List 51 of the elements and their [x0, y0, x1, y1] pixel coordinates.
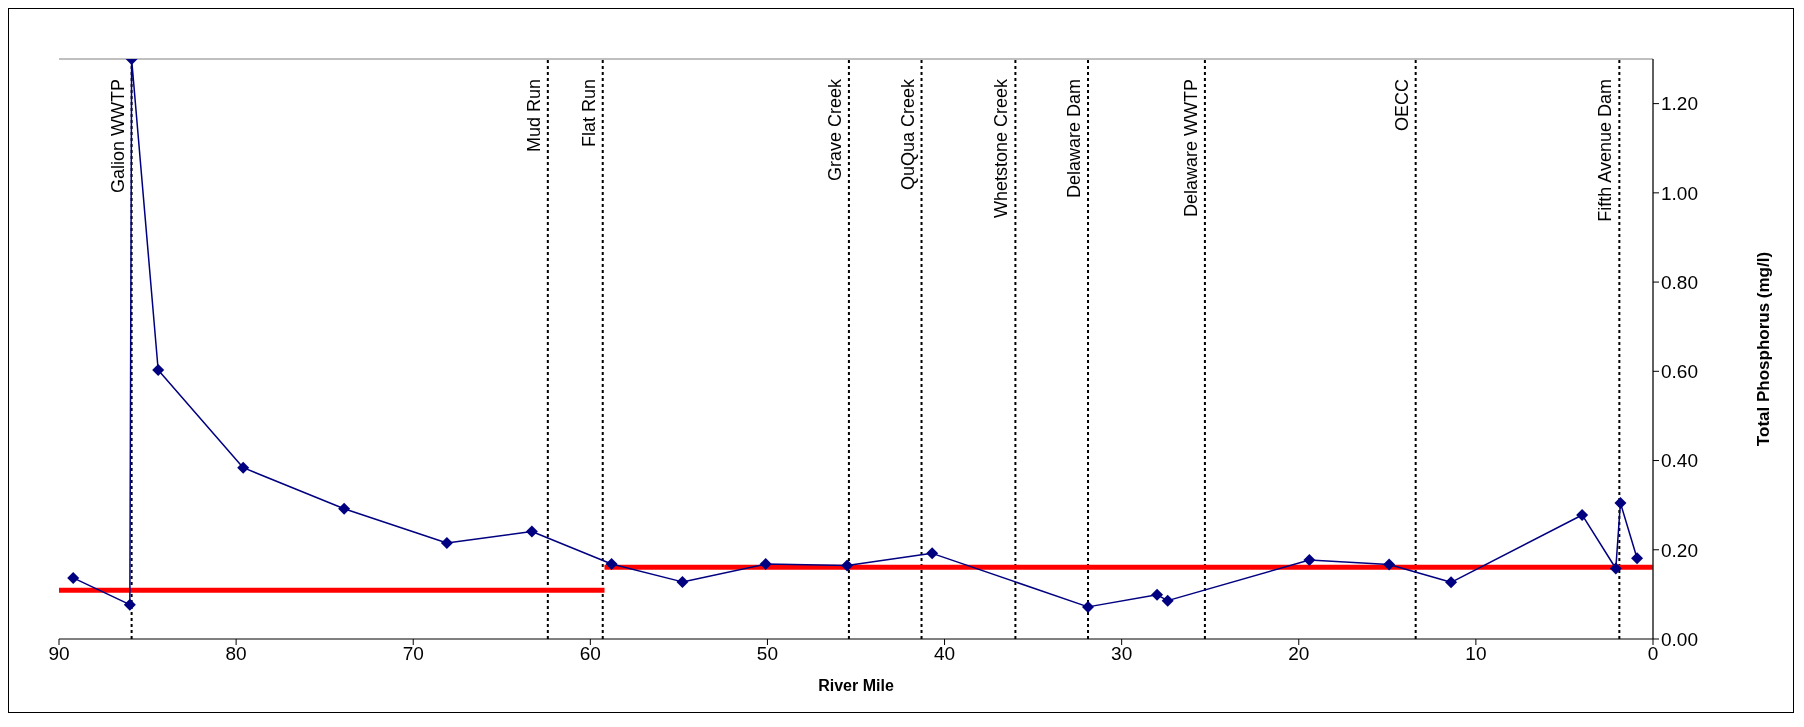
ref-line-label: QuQua Creek [897, 78, 918, 191]
point [841, 559, 854, 572]
point [338, 502, 351, 515]
x-tick-label: 50 [756, 643, 779, 665]
y-tick-label: 1.00 [1661, 182, 1698, 204]
y-tick-label: 0.60 [1661, 361, 1698, 383]
point [1576, 508, 1589, 521]
x-tick-label: 40 [933, 643, 956, 665]
x-tick-label: 20 [1288, 643, 1310, 665]
x-tick-label: 0 [1647, 643, 1659, 665]
point [1151, 588, 1164, 601]
ref-line-label: Delaware WWTP [1180, 79, 1201, 218]
ref-line-label: OECC [1391, 79, 1412, 132]
point [1445, 576, 1458, 589]
y-axis-title: Total Phosphorus (mg/l) [1754, 251, 1774, 447]
point [67, 571, 80, 584]
x-tick-label: 30 [1111, 643, 1133, 665]
x-tick-label: 60 [579, 643, 601, 665]
point [1609, 562, 1622, 575]
y-tick-label: 0.40 [1661, 450, 1698, 472]
point [1161, 594, 1174, 607]
ref-line-label: Galion WWTP [107, 79, 128, 194]
ref-line-label: Grave Creek [824, 78, 845, 182]
ref-line-label: Flat Run [578, 79, 599, 148]
point [1303, 554, 1316, 567]
point [926, 547, 939, 560]
x-tick-label: 10 [1465, 643, 1487, 665]
point [1383, 558, 1396, 571]
point [1614, 496, 1627, 509]
y-tick-label: 1.20 [1661, 93, 1698, 115]
x-axis-title: River Mile [818, 677, 894, 694]
point [605, 558, 618, 571]
point [676, 575, 689, 588]
ref-line-label: Fifth Avenue Dam [1595, 79, 1616, 222]
point [123, 598, 136, 611]
ref-line-label: Delaware Dam [1064, 79, 1085, 199]
point [1082, 600, 1095, 613]
y-tick-label: 0.00 [1661, 628, 1698, 650]
ref-line-label: Mud Run [523, 79, 544, 153]
point [759, 558, 772, 571]
x-tick-label: 70 [402, 643, 424, 665]
point [525, 525, 538, 538]
y-tick-label: 0.20 [1661, 539, 1698, 561]
point [1631, 552, 1644, 565]
point [152, 363, 165, 376]
ref-line-label: Whetstone Creek [991, 78, 1012, 219]
y-tick-label: 0.80 [1661, 271, 1698, 293]
x-tick-label: 80 [225, 643, 247, 665]
point [440, 537, 453, 550]
x-tick-label: 90 [48, 643, 70, 665]
point [237, 461, 250, 474]
